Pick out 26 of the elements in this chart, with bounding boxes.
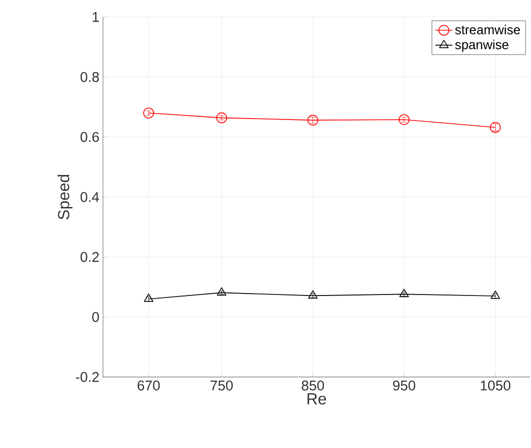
point [490, 290, 500, 299]
x-tick-label: 850 [302, 380, 324, 390]
x-tick-label: 1050 [480, 380, 510, 390]
x-tick-label: 670 [138, 380, 160, 390]
legend-label: spanwise [455, 40, 508, 52]
x-tick-label: 750 [210, 380, 233, 390]
y-tick-label: 0.4 [80, 192, 100, 202]
x-axis-title: Re [308, 393, 326, 404]
point [144, 294, 154, 302]
y-tick-label: 0.8 [80, 72, 99, 82]
y-tick-label: -0.2 [76, 372, 99, 382]
y-tick-label: 1 [92, 12, 99, 22]
legend-label: streamwise [455, 24, 520, 34]
point [398, 114, 410, 125]
point [143, 108, 154, 118]
point [216, 287, 226, 296]
x-tick-label: 950 [393, 380, 416, 390]
y-axis-title: Speed [58, 174, 72, 220]
y-tick-label: 0 [92, 312, 99, 322]
point [216, 112, 228, 124]
point [308, 290, 318, 299]
point [307, 114, 318, 126]
y-tick-label: 0.6 [80, 132, 99, 142]
point [399, 288, 409, 298]
point [490, 122, 501, 133]
y-tick-label: 0.2 [80, 252, 99, 262]
